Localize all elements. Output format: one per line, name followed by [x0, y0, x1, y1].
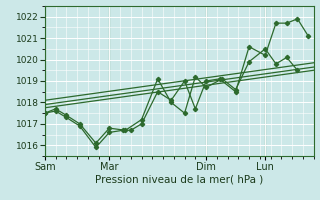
X-axis label: Pression niveau de la mer( hPa ): Pression niveau de la mer( hPa ) [95, 174, 263, 184]
